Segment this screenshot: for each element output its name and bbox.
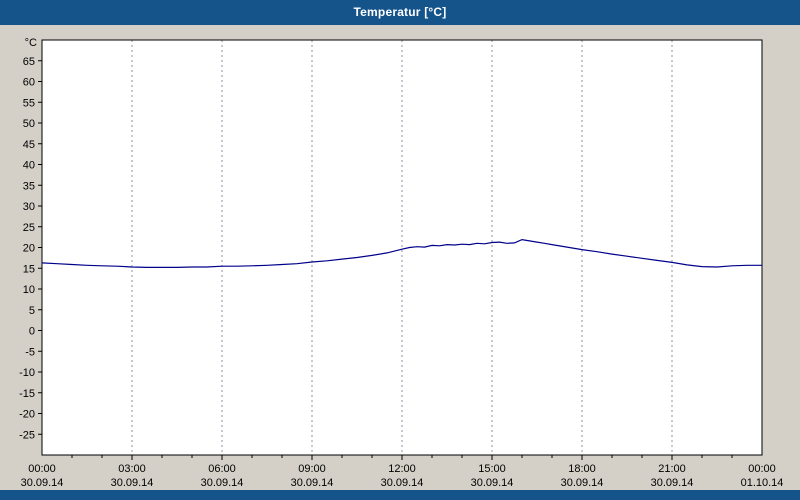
y-axis-label: -10: [19, 367, 35, 379]
y-axis-label: -20: [19, 409, 35, 421]
plot-background: [42, 40, 762, 455]
x-axis-date-label: 30.09.14: [381, 477, 424, 489]
y-unit-label: °C: [25, 37, 37, 49]
x-axis-date-label: 30.09.14: [201, 477, 244, 489]
y-axis-label: -15: [19, 388, 35, 400]
bottom-bar: [0, 490, 800, 500]
header-bar: Temperatur [°C]: [0, 0, 800, 25]
y-axis-label: 10: [23, 284, 35, 296]
x-axis-time-label: 00:00: [748, 463, 776, 475]
y-axis-label: -5: [25, 346, 35, 358]
chart-title: Temperatur [°C]: [353, 5, 447, 19]
x-axis-time-label: 03:00: [118, 463, 146, 475]
x-axis-time-label: 12:00: [388, 463, 416, 475]
y-axis-label: -25: [19, 429, 35, 441]
y-axis-label: 0: [29, 326, 35, 338]
x-axis-time-label: 09:00: [298, 463, 326, 475]
y-axis-label: 5: [29, 305, 35, 317]
x-axis-time-label: 15:00: [478, 463, 506, 475]
y-axis-label: 35: [23, 180, 35, 192]
y-axis-label: 40: [23, 160, 35, 172]
x-axis-date-label: 30.09.14: [651, 477, 694, 489]
y-axis-label: 65: [23, 56, 35, 68]
x-axis-time-label: 00:00: [28, 463, 56, 475]
x-axis-date-label: 30.09.14: [21, 477, 64, 489]
y-axis-label: 50: [23, 118, 35, 130]
y-axis-label: 25: [23, 222, 35, 234]
x-axis-date-label: 30.09.14: [561, 477, 604, 489]
chart-canvas: 65605550454035302520151050-5-10-15-20-25…: [19, 37, 784, 489]
x-axis-date-label: 30.09.14: [111, 477, 154, 489]
x-axis-time-label: 21:00: [658, 463, 686, 475]
x-axis-time-label: 06:00: [208, 463, 236, 475]
plot-border: [41, 39, 763, 456]
x-axis-time-label: 18:00: [568, 463, 596, 475]
y-axis-label: 45: [23, 139, 35, 151]
temperature-line: [41, 238, 762, 268]
x-axis-date-label: 30.09.14: [291, 477, 334, 489]
y-axis-label: 15: [23, 263, 35, 275]
x-axis-date-label: 01.10.14: [741, 477, 784, 489]
x-axis-date-label: 30.09.14: [471, 477, 514, 489]
y-axis-label: 55: [23, 97, 35, 109]
y-axis-label: 20: [23, 243, 35, 255]
y-axis-label: 60: [23, 77, 35, 89]
y-axis-label: 30: [23, 201, 35, 213]
